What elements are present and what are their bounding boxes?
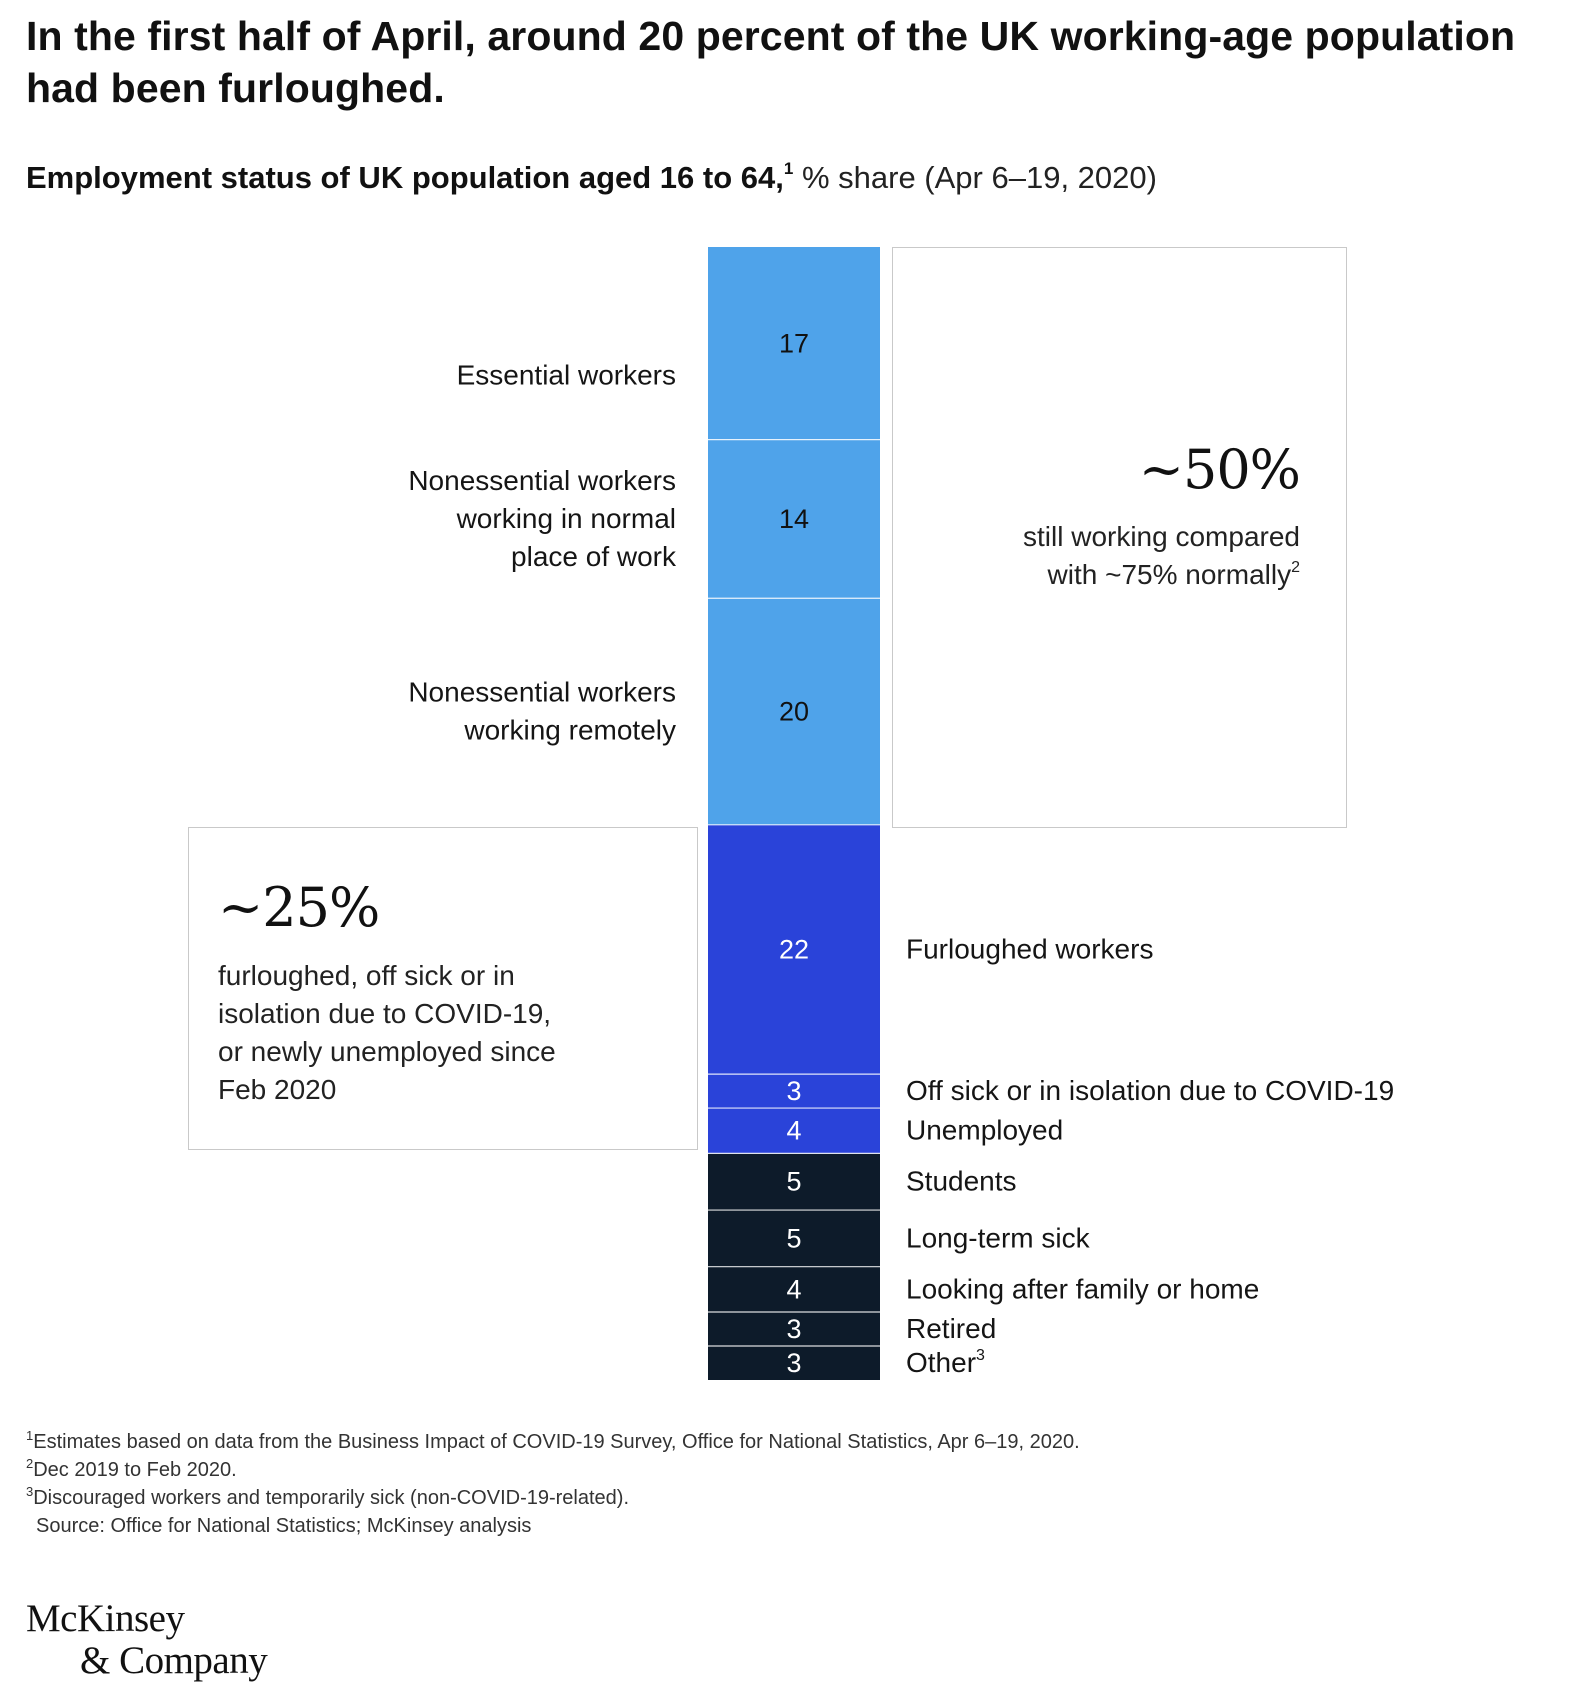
bar-segment (708, 824, 880, 1075)
category-label: Students (906, 1166, 1017, 1197)
chart-subtitle: Employment status of UK population aged … (26, 158, 1526, 198)
stacked-bar-chart: 17 Essential workers 14 Nonessential worker… (408, 247, 1394, 1380)
logo-line1: McKinsey (26, 1597, 185, 1640)
bar-segment (708, 1346, 880, 1380)
furloughed-callout-box (188, 827, 698, 1150)
category-label: Long-term sick (906, 1222, 1091, 1253)
working-callout-box (892, 247, 1347, 828)
furloughed-callout-line: isolation due to COVID-19, (218, 998, 552, 1029)
source-note: Source: Office for National Statistics; … (36, 1515, 532, 1537)
bar-value-label: 4 (786, 1116, 801, 1146)
bar-value-label: 4 (786, 1274, 801, 1304)
category-label: Unemployed (906, 1115, 1063, 1146)
working-callout-marker: 2 (1291, 559, 1300, 576)
working-callout-line1: still working compared (1023, 521, 1300, 552)
headline: In the first half of April, around 20 pe… (26, 13, 1516, 111)
category-label: Other3 (906, 1347, 985, 1378)
subtitle-unit: % share (Apr 6–19, 2020) (801, 160, 1157, 195)
category-label: Off sick or in isolation due to COVID-19 (906, 1075, 1394, 1106)
bar-value-label: 20 (779, 697, 809, 727)
bar-segment (708, 598, 880, 825)
footnotes: 1Estimates based on data from the Busine… (26, 1428, 1526, 1540)
bar-segment (708, 439, 880, 599)
bar-segment (708, 247, 880, 440)
furloughed-callout-line: or newly unemployed since (218, 1036, 556, 1067)
bar-segment (708, 1266, 880, 1313)
footnote-1: 1Estimates based on data from the Busine… (26, 1428, 1080, 1453)
category-label: Essential workers (457, 359, 676, 390)
bar-value-label: 3 (786, 1076, 801, 1106)
category-label: Nonessential workers working in normal pla… (408, 465, 677, 572)
bar-segment (708, 1312, 880, 1347)
working-callout-text: still working compared with ~75% normall… (900, 518, 1300, 594)
furloughed-callout-text: furloughed, off sick or in isolation due… (218, 957, 678, 1109)
category-label: Furloughed workers (906, 933, 1153, 964)
category-label: Nonessential workers working remotely (408, 677, 676, 746)
footnote-2: 2Dec 2019 to Feb 2020. (26, 1456, 237, 1481)
furloughed-callout-percent: ~25% (218, 876, 380, 939)
furloughed-callout-line: Feb 2020 (218, 1074, 337, 1105)
bar-value-label: 5 (786, 1223, 801, 1253)
category-label: Retired (906, 1313, 996, 1344)
bar-value-label: 14 (779, 504, 809, 534)
mckinsey-logo: McKinsey & Company (26, 1597, 268, 1682)
logo-line2: & Company (80, 1639, 268, 1682)
bar-value-label: 5 (786, 1167, 801, 1197)
bar-value-label: 22 (779, 934, 809, 964)
footnote-3: 3Discouraged workers and temporarily sic… (26, 1484, 630, 1509)
subtitle-main: Employment status of UK population aged … (26, 160, 784, 195)
bar-value-label: 3 (786, 1348, 801, 1378)
bar-value-label: 17 (779, 328, 809, 358)
working-callout-percent: ~50% (1138, 438, 1301, 501)
bar-segment (708, 1210, 880, 1267)
subtitle-footnote-marker: 1 (783, 159, 794, 178)
furloughed-callout-line: furloughed, off sick or in (218, 960, 515, 991)
bar-segment (708, 1074, 880, 1109)
working-callout-line2: with ~75% normally (1047, 559, 1292, 590)
bar-value-label: 3 (786, 1314, 801, 1344)
category-label: Looking after family or home (906, 1273, 1259, 1304)
bar-segment (708, 1153, 880, 1211)
bar-segment (708, 1108, 880, 1154)
